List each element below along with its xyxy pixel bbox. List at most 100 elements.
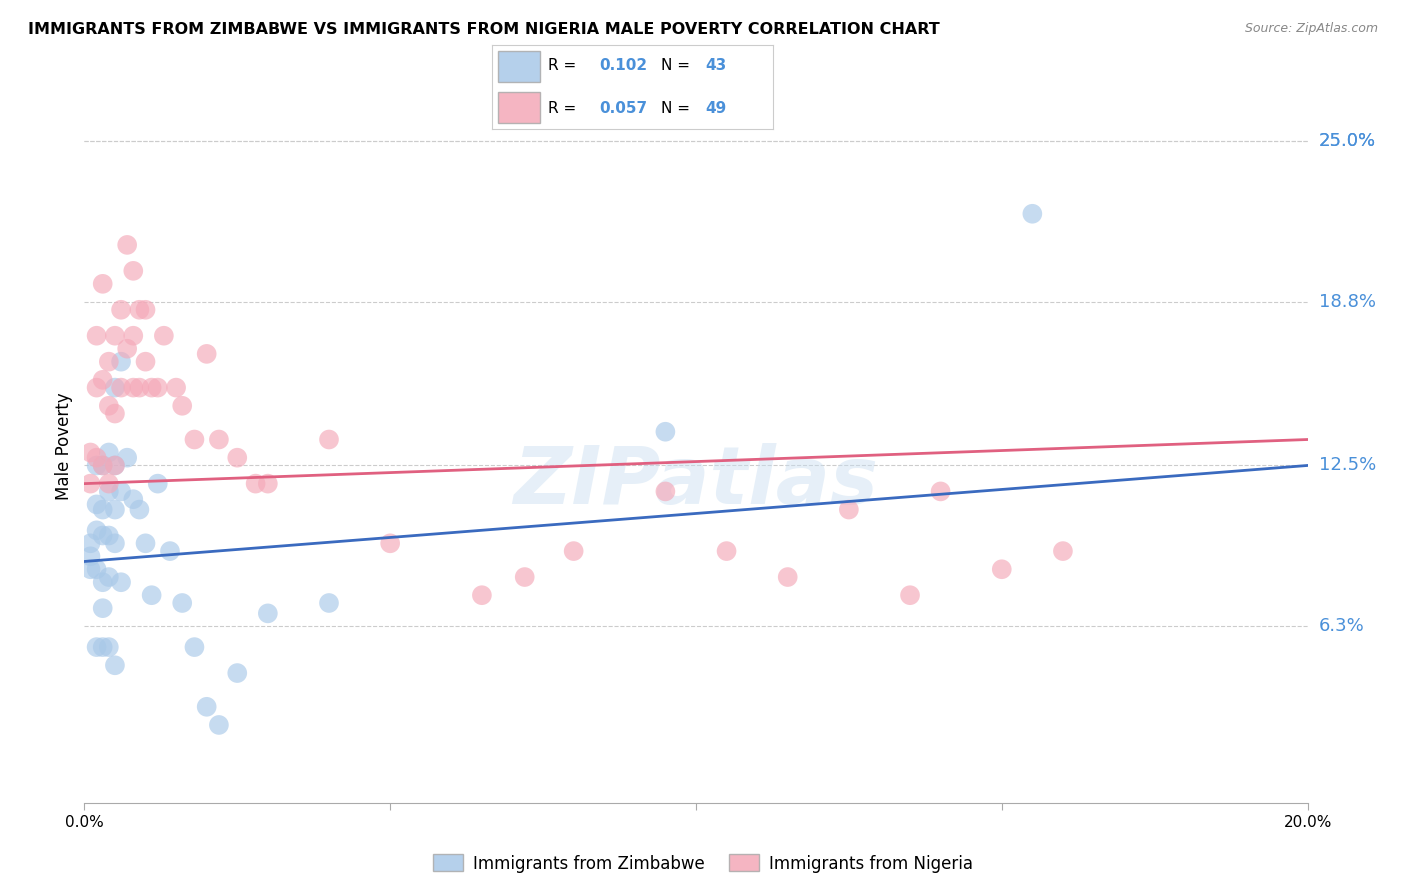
Point: [91, 458, 114, 473]
Point: [115, 342, 138, 356]
Point: [135, 354, 157, 368]
Point: [104, 658, 127, 673]
Point: [141, 588, 163, 602]
Point: [146, 381, 169, 395]
Point: [91, 458, 114, 473]
Point: [86, 458, 108, 473]
Point: [104, 458, 127, 473]
Point: [97, 476, 120, 491]
FancyBboxPatch shape: [498, 92, 540, 123]
Point: [86, 562, 108, 576]
Point: [86, 328, 108, 343]
Point: [104, 502, 127, 516]
Point: [183, 433, 205, 447]
Point: [654, 484, 676, 499]
Point: [97, 640, 120, 654]
Point: [153, 328, 176, 343]
Point: [513, 570, 536, 584]
Point: [110, 381, 132, 395]
Point: [79, 549, 101, 564]
Point: [1021, 207, 1043, 221]
Point: [104, 536, 127, 550]
Point: [91, 575, 114, 590]
Point: [79, 445, 101, 459]
Point: [159, 544, 181, 558]
Point: [226, 450, 249, 465]
Text: 0.057: 0.057: [599, 101, 647, 116]
Text: 12.5%: 12.5%: [1319, 457, 1376, 475]
Point: [1052, 544, 1074, 558]
Point: [122, 381, 145, 395]
Point: [86, 640, 108, 654]
Point: [195, 699, 218, 714]
Point: [776, 570, 799, 584]
FancyBboxPatch shape: [498, 51, 540, 82]
Text: ZIPatlas: ZIPatlas: [513, 442, 879, 521]
Point: [991, 562, 1014, 576]
Y-axis label: Male Poverty: Male Poverty: [55, 392, 73, 500]
Point: [104, 381, 127, 395]
Text: Source: ZipAtlas.com: Source: ZipAtlas.com: [1244, 22, 1378, 36]
Text: 25.0%: 25.0%: [1319, 132, 1376, 150]
Text: 18.8%: 18.8%: [1319, 293, 1375, 311]
Point: [86, 381, 108, 395]
Point: [257, 476, 280, 491]
Text: N =: N =: [661, 58, 695, 73]
Point: [91, 640, 114, 654]
Text: 0.102: 0.102: [599, 58, 647, 73]
Point: [110, 484, 132, 499]
Point: [91, 502, 114, 516]
Point: [122, 328, 145, 343]
Point: [165, 381, 187, 395]
Point: [257, 607, 280, 621]
Point: [104, 458, 127, 473]
Point: [898, 588, 921, 602]
Point: [86, 497, 108, 511]
Point: [195, 347, 218, 361]
Point: [91, 601, 114, 615]
Point: [141, 381, 163, 395]
Point: [146, 476, 169, 491]
Point: [226, 666, 249, 681]
Point: [79, 536, 101, 550]
Point: [929, 484, 952, 499]
Point: [172, 399, 194, 413]
Point: [115, 238, 138, 252]
Point: [97, 484, 120, 499]
Point: [208, 718, 231, 732]
Text: 49: 49: [706, 101, 727, 116]
Point: [654, 425, 676, 439]
Text: N =: N =: [661, 101, 695, 116]
Point: [104, 407, 127, 421]
Point: [135, 536, 157, 550]
Point: [97, 445, 120, 459]
Point: [128, 502, 150, 516]
Point: [110, 575, 132, 590]
Point: [245, 476, 267, 491]
Point: [91, 373, 114, 387]
Point: [86, 524, 108, 538]
Point: [183, 640, 205, 654]
Point: [86, 450, 108, 465]
Point: [562, 544, 585, 558]
Point: [115, 450, 138, 465]
Point: [91, 277, 114, 291]
Point: [135, 302, 157, 317]
Legend: Immigrants from Zimbabwe, Immigrants from Nigeria: Immigrants from Zimbabwe, Immigrants fro…: [426, 847, 980, 880]
Point: [172, 596, 194, 610]
Point: [208, 433, 231, 447]
Point: [838, 502, 860, 516]
Point: [97, 399, 120, 413]
Point: [97, 570, 120, 584]
Point: [122, 264, 145, 278]
Point: [716, 544, 738, 558]
Point: [79, 476, 101, 491]
Point: [318, 596, 340, 610]
Text: R =: R =: [548, 101, 582, 116]
Point: [97, 528, 120, 542]
Text: IMMIGRANTS FROM ZIMBABWE VS IMMIGRANTS FROM NIGERIA MALE POVERTY CORRELATION CHA: IMMIGRANTS FROM ZIMBABWE VS IMMIGRANTS F…: [28, 22, 939, 37]
Point: [110, 354, 132, 368]
Text: 43: 43: [706, 58, 727, 73]
Point: [91, 528, 114, 542]
Text: 6.3%: 6.3%: [1319, 617, 1364, 635]
